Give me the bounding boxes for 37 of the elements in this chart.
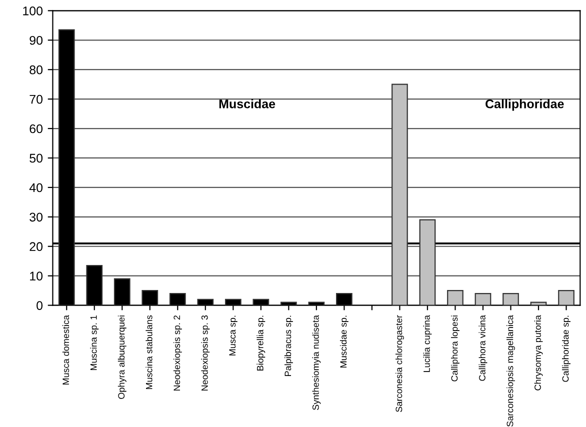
bar <box>447 290 464 306</box>
y-tick-label: 40 <box>29 183 43 192</box>
x-tick-label: Ophyra albuquerquei <box>118 316 126 399</box>
y-tick-label: 80 <box>30 65 43 74</box>
bar <box>558 290 574 306</box>
y-tick-label: 60 <box>30 124 43 134</box>
x-tick-label: Muscina sp. 1 <box>90 315 99 370</box>
x-tick-label: Sarconesiopsis magellanica <box>506 315 515 427</box>
x-tick-label: Neodexiopsis sp. 3 <box>201 315 210 391</box>
x-tick-label: Sarconesia chlorogaster <box>396 315 404 412</box>
y-tick-label: 50 <box>30 154 43 163</box>
x-tick-label: Calliphora lopesi <box>451 316 460 382</box>
bar <box>392 84 408 306</box>
x-tick-label: Musca sp. <box>229 316 238 356</box>
x-tick-label: Neodexiopsis sp. 2 <box>173 315 182 391</box>
y-tick-label: 20 <box>30 242 43 252</box>
x-tick-label: Synthesiomyia nudiseta <box>312 315 321 410</box>
x-tick-label: Lucilia cuprina <box>423 315 432 372</box>
y-tick-label: 0 <box>36 301 43 310</box>
x-tick-label: Biopyrellia sp. <box>256 316 266 370</box>
x-tick-label: Calliphora vicina <box>478 315 488 381</box>
annotation: Calliphoridae <box>486 99 564 111</box>
annotation: Muscidae <box>219 99 276 108</box>
x-tick-label: Chrysomya putoria <box>534 315 543 390</box>
y-tick-label: 90 <box>30 36 43 45</box>
x-tick-label: Musca domestica <box>62 315 70 385</box>
x-tick-label: Palpibracus sp. <box>284 316 293 376</box>
y-tick-label: 70 <box>30 94 43 104</box>
bar <box>474 292 492 306</box>
y-tick-label: 30 <box>30 212 43 222</box>
x-tick-label: Muscina stabulans <box>146 315 152 390</box>
y-tick-label: 10 <box>30 272 43 280</box>
x-tick-label: Calliphoridae sp. <box>562 316 570 382</box>
bar <box>502 292 519 306</box>
bar <box>419 219 436 306</box>
x-tick-label: Muscidae sp. <box>340 316 348 368</box>
y-tick-label: 100 <box>23 6 43 16</box>
